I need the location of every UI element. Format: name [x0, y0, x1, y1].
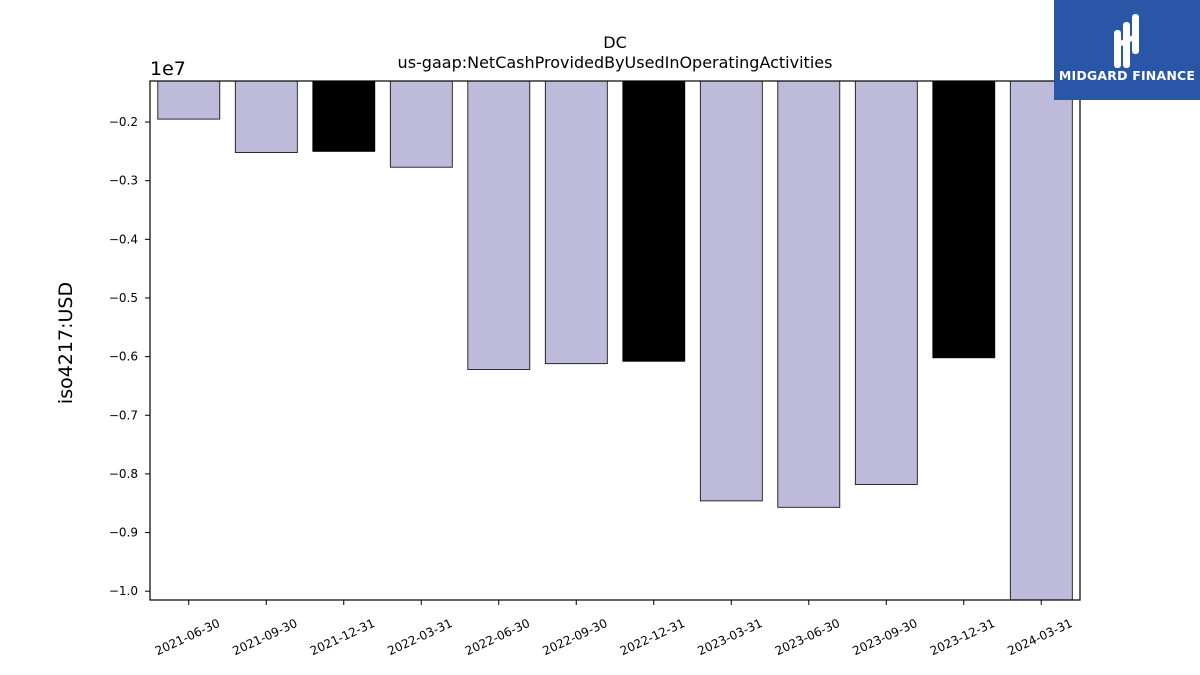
y-tick-label: −0.6	[109, 350, 138, 364]
y-tick-label: −0.2	[109, 115, 138, 129]
x-tick-label: 2022-06-30	[463, 616, 532, 658]
x-tick-label: 2022-09-30	[540, 616, 609, 658]
brand-logo: MIDGARD FINANCE	[1054, 0, 1200, 100]
brand-name: MIDGARD FINANCE	[1058, 68, 1196, 83]
x-tick-label: 2023-12-31	[928, 616, 997, 658]
bar-2021-09-30	[234, 80, 298, 153]
bars-group	[157, 80, 1073, 601]
bar-2023-06-30	[777, 80, 841, 508]
bar-2022-03-31	[389, 80, 453, 168]
x-axis-ticks: 2021-06-30 2021-09-30 2021-12-31 2022-03-31…	[153, 600, 1075, 658]
bar-2021-06-30	[157, 80, 221, 120]
bar-2022-09-30	[544, 80, 608, 365]
y-tick-label: −0.8	[109, 467, 138, 481]
chart-subtitle: us-gaap:NetCashProvidedByUsedInOperating…	[398, 53, 833, 72]
bar-2023-09-30	[854, 80, 918, 485]
plot-frame	[149, 80, 1081, 601]
x-tick-label: 2023-09-30	[850, 616, 919, 658]
x-tick-label: 2024-03-31	[1005, 616, 1074, 658]
bar-2024-03-31	[1009, 80, 1073, 601]
y-tick-label: −0.5	[109, 291, 138, 305]
x-tick-label: 2021-09-30	[230, 616, 299, 658]
brand-mark-icon	[1114, 14, 1139, 68]
bar-2022-12-31	[622, 80, 686, 362]
y-axis-label: iso4217:USD	[55, 282, 77, 404]
y-tick-label: −1.0	[109, 584, 138, 598]
bar-2022-06-30	[467, 80, 531, 370]
x-tick-label: 2022-03-31	[385, 616, 454, 658]
y-tick-label: −0.3	[109, 174, 138, 188]
x-tick-label: 2021-06-30	[153, 616, 222, 658]
x-tick-label: 2021-12-31	[308, 616, 377, 658]
bar-2023-03-31	[699, 80, 763, 502]
y-axis-ticks: −0.2 −0.3 −0.4 −0.5 −0.6 −0.7 −0.8 −0.9 −1.0	[109, 115, 150, 598]
x-tick-label: 2022-12-31	[618, 616, 687, 658]
x-tick-label: 2023-03-31	[695, 616, 764, 658]
y-tick-label: −0.9	[109, 526, 138, 540]
chart-title: DC	[603, 33, 627, 52]
x-tick-label: 2023-06-30	[773, 616, 842, 658]
bar-2023-12-31	[932, 80, 996, 359]
y-tick-label: −0.7	[109, 408, 138, 422]
bar-2021-12-31	[312, 80, 376, 152]
y-axis-offset-label: 1e7	[150, 58, 186, 80]
y-tick-label: −0.4	[109, 232, 138, 246]
